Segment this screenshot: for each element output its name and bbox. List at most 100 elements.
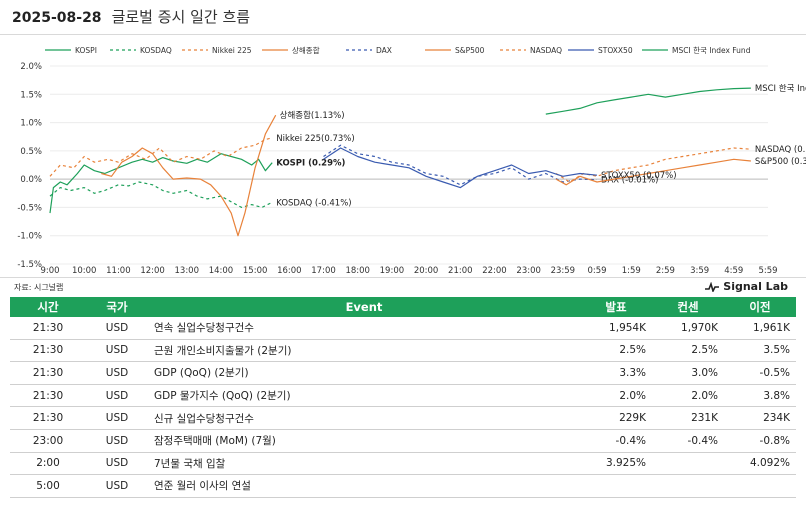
x-tick-label: 23:00 [516, 266, 541, 276]
series-line [101, 114, 277, 237]
x-tick-label: 23:59 [551, 266, 576, 276]
table-row: 21:30 USD 연속 실업수당청구건수 1,954K 1,970K 1,961K [10, 317, 796, 340]
cell-country: USD [86, 361, 148, 385]
legend-label: KOSDAQ [140, 46, 172, 55]
table-row: 21:30 USD 근원 개인소비지출물가 (2분기) 2.5% 2.5% 3.5% [10, 339, 796, 363]
x-tick-label: 3:59 [690, 266, 709, 276]
table-header-row: 시간 국가 Event 발표 컨센 이전 [10, 297, 796, 317]
table-row: 2:00 USD 7년물 국채 입찰 3.925% 4.092% [10, 452, 796, 476]
series-line [555, 158, 751, 186]
table-row: 21:30 USD GDP 물가지수 (QoQ) (2분기) 2.0% 2.0% 3.8% [10, 384, 796, 408]
cell-time: 21:30 [10, 361, 86, 385]
col-time: 시간 [10, 297, 86, 317]
series-end-label: Nikkei 225(0.73%) [276, 134, 354, 144]
cell-forecast: 2.5% [652, 339, 724, 363]
cell-previous: 234K [724, 406, 796, 430]
cell-actual: 3.3% [580, 361, 652, 385]
cell-time: 5:00 [10, 474, 86, 498]
legend-label: DAX [376, 46, 392, 55]
cell-forecast [652, 452, 724, 476]
x-tick-label: 9:00 [40, 266, 59, 276]
legend-label: KOSPI [75, 46, 97, 55]
economic-events-table: 시간 국가 Event 발표 컨센 이전 21:30 USD 연속 실업수당청구건수… [10, 297, 796, 498]
report-title: 글로벌 증시 일간 흐름 [111, 8, 251, 26]
cell-event: 연준 월러 이사의 연설 [148, 474, 580, 498]
table-row: 21:30 USD 신규 실업수당청구건수 229K 231K 234K [10, 406, 796, 430]
cell-previous: 3.8% [724, 384, 796, 408]
series-line [323, 144, 598, 186]
cell-country: USD [86, 429, 148, 453]
x-tick-label: 15:00 [243, 266, 268, 276]
series-end-label: DAX (-0.01%) [601, 176, 658, 186]
cell-forecast: 231K [652, 406, 724, 430]
series-line [49, 137, 273, 177]
x-tick-label: 13:00 [175, 266, 200, 276]
series-line [49, 153, 273, 214]
x-tick-label: 1:59 [622, 266, 641, 276]
col-previous: 이전 [724, 297, 796, 317]
y-tick-label: -1.5% [17, 260, 42, 270]
col-actual: 발표 [580, 297, 652, 317]
cell-forecast: 2.0% [652, 384, 724, 408]
cell-forecast: 3.0% [652, 361, 724, 385]
y-tick-label: -0.5% [17, 203, 42, 213]
series-end-label: KOSPI (0.29%) [276, 159, 345, 169]
cell-actual: 2.5% [580, 339, 652, 363]
cell-forecast: 1,970K [652, 317, 724, 340]
table-row: 23:00 USD 잠정주택매매 (MoM) (7월) -0.4% -0.4% -0.8% [10, 429, 796, 453]
series-end-label: MSCI 한국 Index Fund (1.61%) [755, 84, 806, 94]
cell-previous: -0.8% [724, 429, 796, 453]
cell-time: 21:30 [10, 339, 86, 363]
cell-country: USD [86, 406, 148, 430]
brand-name: Signal Lab [723, 280, 788, 293]
legend-label: MSCI 한국 Index Fund [672, 46, 751, 55]
legend-label: S&P500 [455, 46, 485, 55]
cell-actual [580, 474, 652, 498]
x-tick-label: 20:00 [414, 266, 439, 276]
cell-event: 잠정주택매매 (MoM) (7월) [148, 429, 580, 453]
x-tick-label: 10:00 [72, 266, 97, 276]
col-event: Event [148, 297, 580, 317]
y-tick-label: 0.0% [20, 175, 42, 185]
col-country: 국가 [86, 297, 148, 317]
x-tick-label: 0:59 [588, 266, 607, 276]
cell-country: USD [86, 339, 148, 363]
series-end-label: STOXX50 (0.07%) [601, 171, 677, 181]
chart-divider [0, 277, 806, 278]
cell-time: 21:30 [10, 406, 86, 430]
source-note: 자료: 시그널랩 [14, 283, 64, 292]
cell-previous: 4.092% [724, 452, 796, 476]
col-forecast: 컨센 [652, 297, 724, 317]
cell-event: 근원 개인소비지출물가 (2분기) [148, 339, 580, 363]
cell-actual: 229K [580, 406, 652, 430]
x-tick-label: 17:00 [311, 266, 336, 276]
cell-event: 연속 실업수당청구건수 [148, 317, 580, 340]
cell-forecast [652, 474, 724, 498]
cell-time: 21:30 [10, 317, 86, 340]
cell-country: USD [86, 317, 148, 340]
cell-time: 2:00 [10, 452, 86, 476]
cell-country: USD [86, 474, 148, 498]
y-tick-label: 0.5% [20, 147, 42, 157]
series-line [323, 147, 598, 189]
legend-label: STOXX50 [598, 46, 633, 55]
cell-forecast: -0.4% [652, 429, 724, 453]
cell-time: 23:00 [10, 429, 86, 453]
cell-actual: 2.0% [580, 384, 652, 408]
cell-event: 신규 실업수당청구건수 [148, 406, 580, 430]
cell-actual: 1,954K [580, 317, 652, 340]
cell-event: GDP (QoQ) (2분기) [148, 361, 580, 385]
y-tick-label: -1.0% [17, 232, 42, 242]
table-row: 5:00 USD 연준 월러 이사의 연설 [10, 474, 796, 498]
x-tick-label: 14:00 [209, 266, 234, 276]
x-tick-label: 22:00 [482, 266, 507, 276]
index-line-chart: KOSPI KOSDAQ Nikkei 225 상해종합 DAX S&P500 NASDAQ… [17, 45, 806, 276]
legend-label: 상해종합 [292, 45, 320, 55]
x-tick-label: 16:00 [277, 266, 302, 276]
header-divider [0, 34, 806, 35]
x-tick-label: 12:00 [140, 266, 165, 276]
cell-actual: -0.4% [580, 429, 652, 453]
x-tick-label: 5:59 [758, 266, 777, 276]
x-tick-label: 4:59 [724, 266, 743, 276]
cell-previous: -0.5% [724, 361, 796, 385]
